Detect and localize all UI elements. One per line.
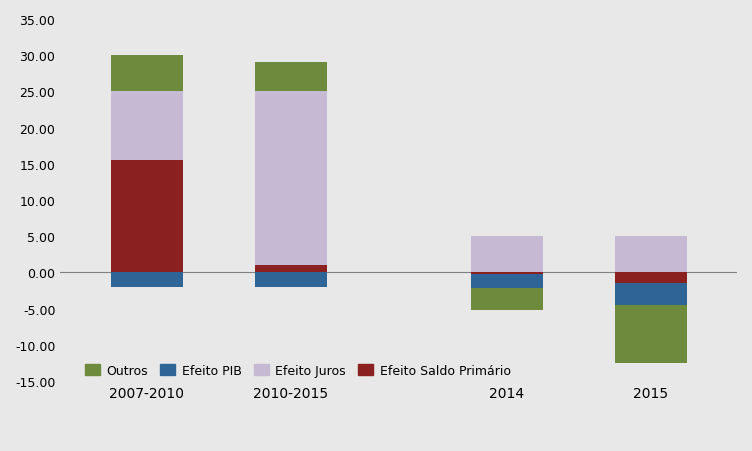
Bar (471, 289, 543, 310)
Bar (614, 273, 687, 284)
Bar (111, 161, 183, 273)
Bar (255, 63, 326, 92)
Bar (255, 92, 326, 266)
Bar (111, 273, 183, 287)
Bar (614, 284, 687, 305)
Bar (471, 274, 543, 289)
Bar (471, 273, 543, 274)
Bar (255, 273, 326, 287)
Bar (614, 237, 687, 273)
Legend: Outros, Efeito PIB, Efeito Juros, Efeito Saldo Primário: Outros, Efeito PIB, Efeito Juros, Efeito… (80, 359, 516, 382)
Bar (471, 237, 543, 273)
Bar (111, 56, 183, 92)
Bar (255, 266, 326, 273)
Bar (614, 305, 687, 363)
Bar (111, 92, 183, 161)
